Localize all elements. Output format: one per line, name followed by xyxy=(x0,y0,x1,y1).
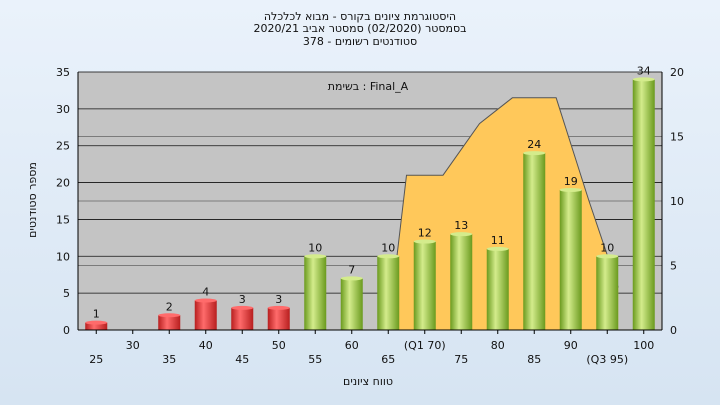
y-tick-label-left: 35 xyxy=(56,66,70,79)
bar-cap xyxy=(559,187,582,192)
bar-value-label: 24 xyxy=(527,138,541,151)
bar-value-label: 3 xyxy=(239,293,246,306)
bar-value-label: 19 xyxy=(564,175,578,188)
x-tick-label: 40 xyxy=(199,339,213,352)
bar-cap xyxy=(194,298,217,303)
bar-value-label: 7 xyxy=(348,263,355,276)
y-tick-label-left: 15 xyxy=(56,213,70,226)
bar-cap xyxy=(523,151,546,156)
y-tick-label-left: 30 xyxy=(56,103,70,116)
bar-value-label: 4 xyxy=(202,286,209,299)
bar-value-label: 12 xyxy=(418,227,432,240)
y-tick-label-right: 5 xyxy=(670,260,677,273)
bar-cap xyxy=(486,246,509,251)
bar xyxy=(413,241,436,330)
x-tick-label: 90 xyxy=(564,339,578,352)
bar-value-label: 10 xyxy=(600,241,614,254)
bar xyxy=(267,307,290,330)
y-tick-label-left: 20 xyxy=(56,177,70,190)
bar-cap xyxy=(377,254,400,259)
bar-value-label: 11 xyxy=(491,234,505,247)
bar xyxy=(340,278,363,330)
chart-title-line-2: בסמסטר (02/2020) סמסטר אביב 2020/21 xyxy=(253,22,467,35)
x-tick-label: 65 xyxy=(381,353,395,366)
x-tick-label: (Q3 95) xyxy=(586,353,628,366)
bar xyxy=(231,307,254,330)
bar-cap xyxy=(596,254,619,259)
bar-cap xyxy=(85,320,108,325)
x-tick-label: 50 xyxy=(272,339,286,352)
annotation-label: בשימת : Final_A xyxy=(328,80,409,93)
bar-cap xyxy=(304,254,327,259)
y-tick-label-right: 0 xyxy=(670,324,677,337)
bar-cap xyxy=(340,276,363,281)
x-tick-label: 75 xyxy=(454,353,468,366)
x-tick-label: 80 xyxy=(491,339,505,352)
x-tick-label: 35 xyxy=(162,353,176,366)
y-tick-label-right: 15 xyxy=(670,131,684,144)
x-tick-label: 60 xyxy=(345,339,359,352)
x-tick-label: 100 xyxy=(633,339,654,352)
y-tick-label-right: 10 xyxy=(670,195,684,208)
chart-title-line-3: סטודנטים רשומים - 378 xyxy=(302,35,418,48)
bar xyxy=(304,256,327,330)
bar xyxy=(596,256,619,330)
axes: 0 5 10 15 20 25 30 35 0 5 10 15 20 25 30 35 40 45 50 55 60 65… xyxy=(56,66,684,366)
bar xyxy=(450,234,473,330)
bar xyxy=(523,153,546,330)
distribution-line xyxy=(387,97,619,331)
y-tick-label-left: 25 xyxy=(56,140,70,153)
bar-value-label: 13 xyxy=(454,219,468,232)
y-tick-label-left: 0 xyxy=(63,324,70,337)
bar xyxy=(486,248,509,330)
y-tick-label-left: 5 xyxy=(63,287,70,300)
x-tick-label: (Q1 70) xyxy=(404,339,446,352)
bar-value-label: 1 xyxy=(93,308,100,321)
bar xyxy=(559,189,582,330)
x-tick-label: 85 xyxy=(527,353,541,366)
x-tick-label: 25 xyxy=(89,353,103,366)
bar-cap xyxy=(632,77,655,82)
bar-cap xyxy=(413,239,436,244)
bar-value-label: 2 xyxy=(166,300,173,313)
bar-cap xyxy=(231,305,254,310)
y-tick-label-left: 10 xyxy=(56,250,70,263)
x-tick-label: 55 xyxy=(308,353,322,366)
bar-cap xyxy=(158,313,181,318)
bar-cap xyxy=(450,232,473,237)
bar-value-label: 34 xyxy=(637,64,651,77)
x-tick-label: 30 xyxy=(126,339,140,352)
bar-value-label: 10 xyxy=(381,241,395,254)
bar-value-label: 3 xyxy=(275,293,282,306)
bar-cap xyxy=(267,305,290,310)
bar xyxy=(632,79,655,330)
chart-title-line-1: היסטוגרמת ציונים בקורס - מבוא לכלכלה xyxy=(263,10,457,23)
bar xyxy=(194,300,217,330)
y-axis-label: מספר סטודנטים xyxy=(26,162,39,238)
bar-value-label: 10 xyxy=(308,241,322,254)
bar xyxy=(377,256,400,330)
bar xyxy=(158,315,181,330)
x-axis-label: טווח ציונים xyxy=(343,375,393,388)
x-tick-label: 45 xyxy=(235,353,249,366)
y-tick-label-right: 20 xyxy=(670,66,684,79)
bar xyxy=(85,322,108,330)
